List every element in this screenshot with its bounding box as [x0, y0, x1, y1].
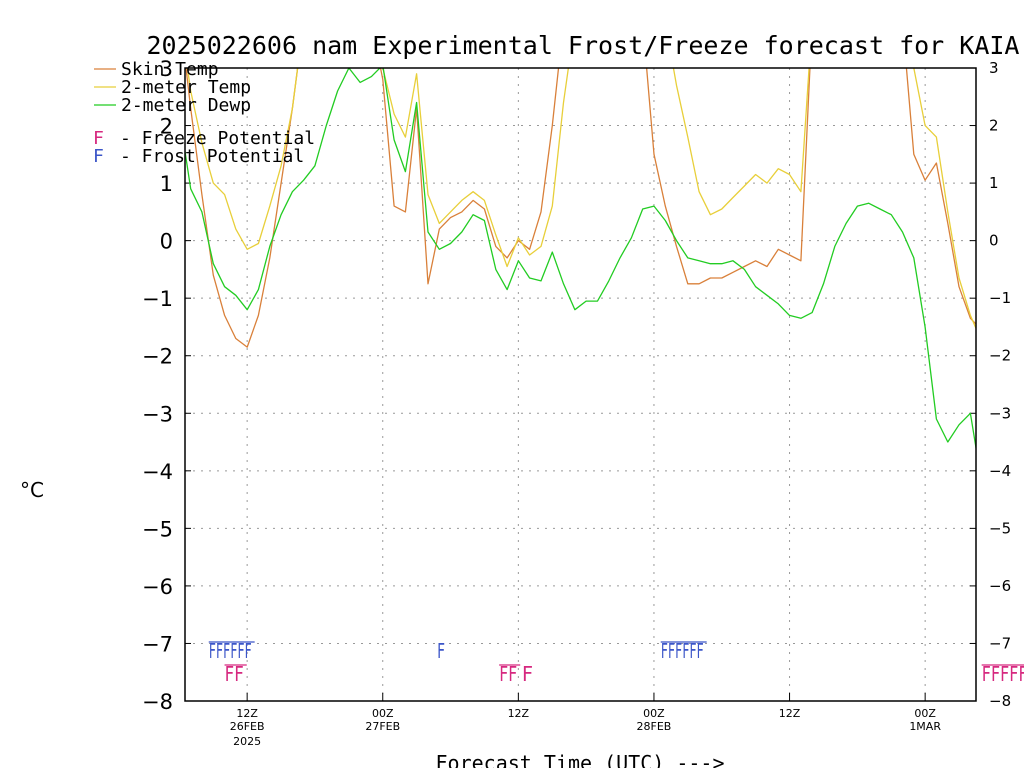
y-tick-label-right: 3 — [989, 59, 999, 77]
y-tick-label-right: −7 — [989, 634, 1011, 652]
y-tick-label: −7 — [142, 632, 173, 656]
y-axis-label: °C — [20, 478, 44, 502]
y-tick-label: −6 — [142, 575, 173, 599]
y-tick-label: −4 — [142, 460, 173, 484]
x-tick-label: 00Z — [372, 707, 394, 720]
series-line-2-meter-dewp — [185, 68, 976, 452]
y-tick-label-right: −6 — [989, 577, 1011, 595]
y-tick-label: −3 — [142, 402, 173, 426]
y-tick-label: −2 — [142, 345, 173, 369]
plot-frame — [184, 67, 977, 702]
freeze-marker: FF — [499, 662, 517, 686]
y-tick-label: 1 — [160, 172, 173, 196]
y-tick-label-right: −1 — [989, 289, 1011, 307]
series-line-2-meter-temp — [186, 68, 976, 330]
x-tick-label: 1MAR — [909, 720, 941, 733]
freeze-legend-label: - Freeze Potential — [120, 128, 315, 149]
y-tick-label: 0 — [160, 230, 173, 254]
legend-label: 2-meter Temp — [121, 77, 251, 98]
legend-label: Skin Temp — [121, 59, 219, 80]
chart-title: 2025022606 nam Experimental Frost/Freeze… — [147, 31, 1020, 60]
series-lines — [185, 68, 976, 452]
y-tick-label: −8 — [142, 690, 173, 714]
y-tick-label-right: 1 — [989, 174, 999, 192]
y-tick-label-right: 0 — [989, 232, 999, 250]
y-tick-label-right: −8 — [989, 692, 1011, 710]
x-tick-label: 27FEB — [365, 720, 400, 733]
x-tick-label: 26FEB — [230, 720, 265, 733]
potential-markers: FFFFFFFFFFFFFFFFFFFFFFFFFF — [208, 639, 1024, 686]
freeze-marker: FF — [225, 662, 244, 686]
grid — [185, 68, 976, 701]
frost-legend-letter: F — [93, 146, 104, 167]
frost-marker: FFFFFF — [209, 639, 252, 663]
y-tick-label: −1 — [142, 287, 173, 311]
y-tick-label-right: 2 — [989, 117, 999, 135]
frost-marker: F — [437, 639, 445, 663]
y-tick-label: −5 — [142, 517, 173, 541]
y-tick-label: 3 — [160, 57, 173, 81]
series-line-skin-temp — [185, 68, 976, 348]
freeze-legend-letter: F — [93, 128, 104, 149]
frost-marker: FFFFFF — [661, 639, 704, 663]
x-tick-label: 00Z — [914, 707, 936, 720]
x-tick-label: 2025 — [233, 735, 261, 748]
x-tick-label: 12Z — [779, 707, 801, 720]
x-tick-label: 28FEB — [637, 720, 672, 733]
x-axis-label: Forecast Time (UTC) ---> — [436, 751, 725, 768]
y-tick-label-right: −4 — [989, 462, 1011, 480]
x-tick-label: 12Z — [236, 707, 258, 720]
x-tick-label: 12Z — [508, 707, 530, 720]
y-tick-label-right: −3 — [989, 404, 1011, 422]
y-tick-label-right: −2 — [989, 347, 1011, 365]
axis-ticks: −8 −8 −7 −7 −6 −6 −5 −5 −4 −4 −3 −3 −2 −2 −1 −1 0 0 1 1 2 2 3 3… — [142, 57, 1011, 748]
y-tick-label-right: −5 — [989, 519, 1011, 537]
y-tick-label: 2 — [160, 115, 173, 139]
frost-legend-label: - Frost Potential — [120, 146, 304, 167]
x-tick-label: 00Z — [643, 707, 665, 720]
legend-label: 2-meter Dewp — [121, 95, 251, 116]
freeze-marker: F — [522, 662, 533, 686]
